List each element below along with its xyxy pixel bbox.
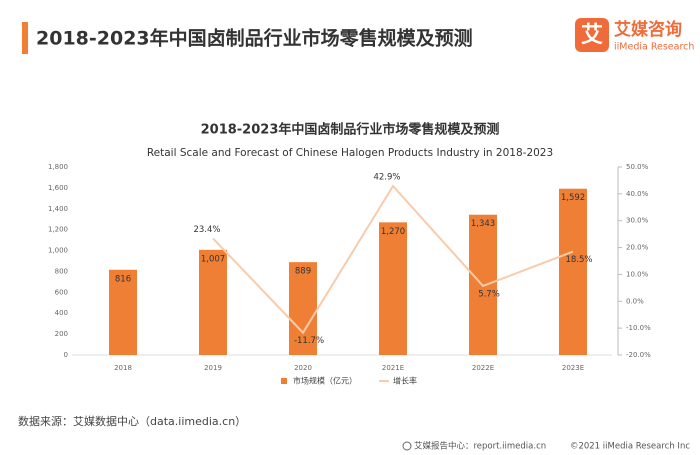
growth-label: -11.7% <box>294 336 324 346</box>
y-tick-label: 1,200 <box>48 226 68 234</box>
y2-tick-label: 40.0% <box>626 190 649 198</box>
legend-swatch <box>281 378 287 384</box>
bar-label: 1,007 <box>201 254 225 264</box>
growth-label: 5.7% <box>478 289 500 299</box>
logo-name: 艾媒咨询 <box>614 19 682 40</box>
legend-label: 增长率 <box>393 376 417 386</box>
bar-label: 1,592 <box>561 193 585 203</box>
footer-left: 艾媒报告中心：report.iimedia.cn <box>414 441 546 452</box>
footer-right: ©2021 iiMedia Research Inc <box>570 442 690 452</box>
bar <box>109 269 137 355</box>
growth-line <box>212 184 574 335</box>
bar <box>199 249 227 355</box>
y-tick-label: 800 <box>55 267 68 275</box>
bar <box>379 222 407 355</box>
growth-label: 23.4% <box>193 225 220 235</box>
legend-label: 市场规模（亿元） <box>293 376 357 386</box>
x-tick-label: 2018 <box>114 364 132 372</box>
y2-tick-label: 30.0% <box>626 217 649 225</box>
logo-icon-bg <box>575 18 609 52</box>
y2-tick-label: 10.0% <box>626 270 649 278</box>
growth-label: 18.5% <box>565 255 592 265</box>
bar-label: 889 <box>295 267 311 277</box>
bar <box>559 188 587 355</box>
y-tick-label: 1,000 <box>48 247 68 255</box>
y2-tick-label: 0.0% <box>626 297 644 305</box>
bar-label: 816 <box>115 274 131 284</box>
x-tick-label: 2021E <box>382 364 404 372</box>
title-accent <box>22 22 28 54</box>
footer-icon <box>402 441 412 451</box>
bar <box>289 262 317 355</box>
y-tick-label: 0 <box>64 351 68 359</box>
y-tick-label: 1,400 <box>48 205 68 213</box>
x-tick-label: 2023E <box>562 364 584 372</box>
bar-label: 1,343 <box>471 219 495 229</box>
y-tick-label: 600 <box>55 288 68 296</box>
y-tick-label: 200 <box>55 330 68 338</box>
y-tick-label: 1,600 <box>48 184 68 192</box>
x-tick-label: 2020 <box>294 364 312 372</box>
chart-title: 2018-2023年中国卤制品行业市场零售规模及预测 <box>201 122 500 138</box>
y2-tick-label: -10.0% <box>626 324 651 332</box>
source: 数据来源：艾媒数据中心（data.iimedia.cn） <box>18 414 246 428</box>
y2-tick-label: 50.0% <box>626 163 649 171</box>
y-tick-label: 400 <box>55 309 68 317</box>
page-title: 2018-2023年中国卤制品行业市场零售规模及预测 <box>36 27 473 50</box>
logo-icon: 艾 <box>581 23 603 48</box>
y2-tick-label: 20.0% <box>626 244 649 252</box>
x-tick-label: 2019 <box>204 364 222 372</box>
logo-sub: iiMedia Research <box>614 42 694 53</box>
y2-tick-label: -20.0% <box>626 351 651 359</box>
growth-label: 42.9% <box>373 173 400 183</box>
bar-label: 1,270 <box>381 227 405 237</box>
x-tick-label: 2022E <box>472 364 494 372</box>
chart-subtitle: Retail Scale and Forecast of Chinese Hal… <box>147 147 553 159</box>
y-tick-label: 1,800 <box>48 163 68 171</box>
